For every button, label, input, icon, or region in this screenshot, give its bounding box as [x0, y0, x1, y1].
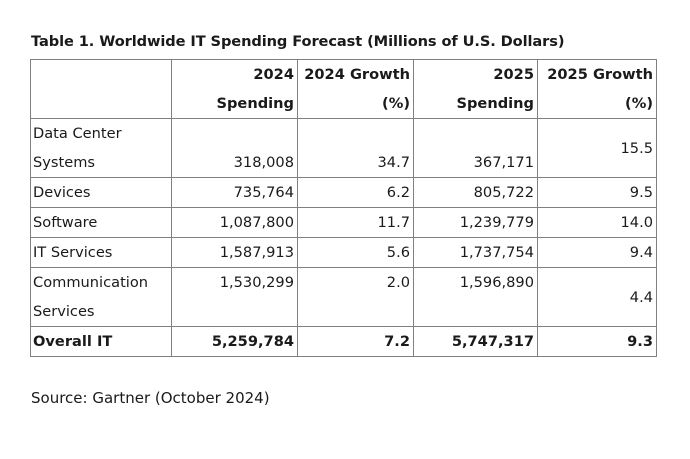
cell-2024-growth: 34.7 [297, 118, 414, 178]
cell-2025-growth: 14.0 [537, 207, 657, 238]
cell-2024-growth: 6.2 [297, 177, 414, 208]
cell-2024-spending: 1,530,299 [171, 267, 298, 327]
table-title: Table 1. Worldwide IT Spending Forecast … [31, 33, 565, 50]
cell-2024-spending: 1,087,800 [171, 207, 298, 238]
header-2025-growth: 2025 Growth (%) [537, 59, 657, 119]
header-2024-spending: 2024 Spending [171, 59, 298, 119]
cell-2024-growth: 2.0 [297, 267, 414, 327]
cell-2025-spending: 1,737,754 [413, 237, 538, 268]
header-empty-cell [30, 59, 172, 119]
header-2025-spending: 2025 Spending [413, 59, 538, 119]
cell-2025-growth: 9.5 [537, 177, 657, 208]
row-label: Devices [30, 177, 172, 208]
source-note: Source: Gartner (October 2024) [31, 389, 270, 407]
it-spending-table: 2024 Spending 2024 Growth (%) 2025 Spend… [30, 59, 657, 357]
row-label: Data Center Systems [30, 118, 172, 178]
table-row: Data Center Systems 318,008 34.7 367,171… [30, 118, 657, 178]
table-row: Software 1,087,800 11.7 1,239,779 14.0 [30, 207, 657, 238]
row-label: Communication Services [30, 267, 172, 327]
cell-2024-spending: 1,587,913 [171, 237, 298, 268]
cell-2025-spending: 367,171 [413, 118, 538, 178]
table-row: IT Services 1,587,913 5.6 1,737,754 9.4 [30, 237, 657, 268]
cell-2024-spending: 318,008 [171, 118, 298, 178]
total-label: Overall IT [30, 326, 172, 357]
cell-2025-growth: 9.4 [537, 237, 657, 268]
header-row: 2024 Spending 2024 Growth (%) 2025 Spend… [30, 59, 657, 119]
row-label: IT Services [30, 237, 172, 268]
cell-2024-growth: 11.7 [297, 207, 414, 238]
cell-2024-growth: 5.6 [297, 237, 414, 268]
header-2024-growth: 2024 Growth (%) [297, 59, 414, 119]
cell-2024-spending: 735,764 [171, 177, 298, 208]
total-2025-growth: 9.3 [537, 326, 657, 357]
total-2024-growth: 7.2 [297, 326, 414, 357]
cell-2025-growth: 4.4 [537, 267, 657, 327]
cell-2025-spending: 1,239,779 [413, 207, 538, 238]
total-2024-spending: 5,259,784 [171, 326, 298, 357]
row-label: Software [30, 207, 172, 238]
table-row: Communication Services 1,530,299 2.0 1,5… [30, 267, 657, 327]
table-row: Devices 735,764 6.2 805,722 9.5 [30, 177, 657, 208]
cell-2025-spending: 805,722 [413, 177, 538, 208]
cell-2025-growth: 15.5 [537, 118, 657, 178]
total-2025-spending: 5,747,317 [413, 326, 538, 357]
total-row: Overall IT 5,259,784 7.2 5,747,317 9.3 [30, 326, 657, 357]
cell-2025-spending: 1,596,890 [413, 267, 538, 327]
